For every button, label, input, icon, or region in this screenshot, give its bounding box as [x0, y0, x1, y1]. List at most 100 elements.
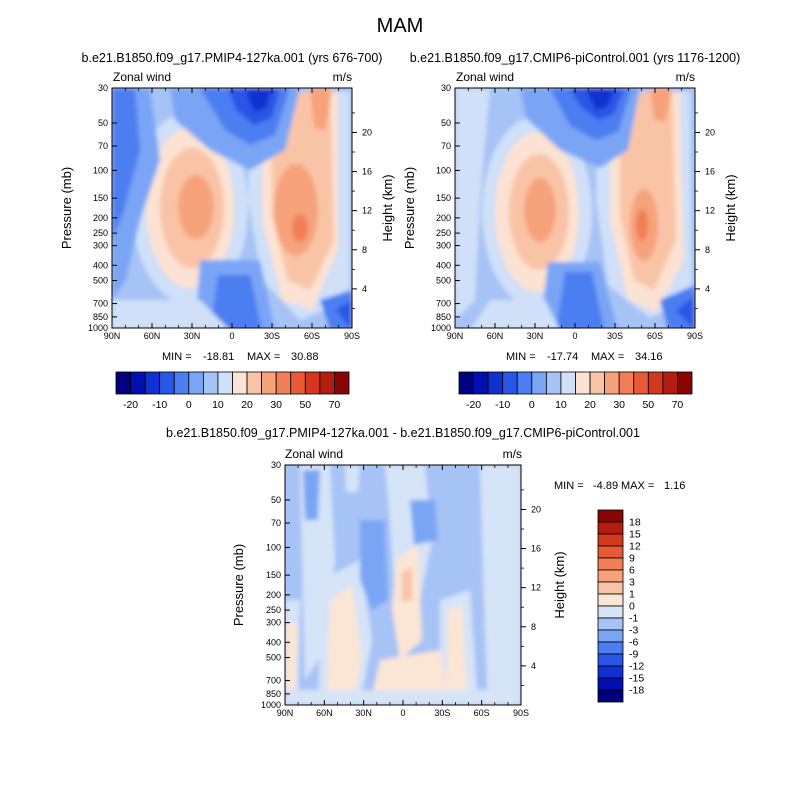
colorbar-label: 18 [629, 517, 641, 529]
panel-difference-y2label: Height (km) [552, 551, 567, 618]
colorbar-box [597, 665, 624, 679]
x-tick-label: 30N [184, 331, 201, 341]
y2-tick-label: 8 [362, 245, 367, 255]
y2-tick-label: 16 [705, 167, 715, 177]
colorbar-label: -9 [629, 649, 638, 661]
colorbar-label: 30 [613, 399, 625, 411]
colorbar-box [560, 371, 576, 395]
panel-difference-stats: MIN = -4.89 MAX = 1.16 [554, 480, 685, 492]
x-tick-label: 30S [607, 331, 623, 341]
panel-right-min-value: -17.74 [547, 351, 578, 363]
panel-right-variable-label: Zonal wind [456, 70, 514, 84]
y-tick-label: 850 [436, 312, 451, 322]
colorbar-label: 1 [629, 589, 635, 601]
colorbar-box [458, 371, 474, 395]
y-tick-label: 400 [93, 260, 108, 270]
panel-left-max-value: 30.88 [291, 351, 319, 363]
panel-difference-min-value: -4.89 [593, 480, 618, 492]
colorbar-label: 70 [672, 399, 684, 411]
colorbar-label: 0 [629, 601, 635, 613]
panel-difference-ylabel: Pressure (mb) [231, 544, 246, 626]
colorbar-box [334, 371, 350, 395]
colorbar-box [597, 605, 624, 619]
colorbar-label: -6 [629, 637, 638, 649]
colorbar-box [597, 677, 624, 691]
y2-tick-label: 12 [531, 583, 541, 593]
panel-left-y2label: Height (km) [380, 174, 395, 241]
panel-left-colorbar: -20 -10 0 10 20 30 50 70 [115, 371, 350, 411]
y-tick-label: 70 [441, 141, 451, 151]
x-tick-label: 30N [527, 331, 544, 341]
y2-tick-label: 16 [362, 167, 372, 177]
y-tick-label: 100 [266, 542, 281, 552]
colorbar-box [545, 371, 562, 395]
colorbar-label: -10 [495, 399, 510, 411]
y-tick-label: 300 [266, 618, 281, 628]
panel-right-field [455, 88, 695, 328]
y-tick-label: 200 [436, 213, 451, 223]
y-tick-label: 250 [436, 228, 451, 238]
y-tick-label: 300 [93, 241, 108, 251]
colorbar-box [597, 521, 624, 535]
panel-right-units-label: m/s [676, 70, 695, 84]
colorbar-box [597, 533, 624, 547]
colorbar-box [597, 653, 624, 667]
colorbar-box [597, 545, 624, 559]
colorbar-box [473, 371, 489, 395]
panel-right-title: b.e21.B1850.f09_g17.CMIP6-piControl.001 … [410, 51, 741, 65]
x-tick-label: 60N [144, 331, 161, 341]
y2-tick-label: 12 [705, 206, 715, 216]
x-tick-label: 90N [104, 331, 121, 341]
y2-tick-label: 4 [362, 284, 367, 294]
x-tick-label: 30S [434, 708, 450, 718]
colorbar-box [290, 371, 306, 395]
colorbar-box [487, 371, 504, 395]
colorbar-label: 3 [629, 577, 635, 589]
colorbar-label: 70 [329, 399, 341, 411]
colorbar-box [531, 371, 547, 395]
colorbar-label: -12 [629, 661, 644, 673]
y-tick-label: 150 [436, 193, 451, 203]
colorbar-box [677, 371, 693, 395]
y-tick-label: 1000 [261, 700, 281, 710]
x-tick-label: 60N [487, 331, 504, 341]
y-tick-label: 400 [266, 637, 281, 647]
colorbar-label: 10 [555, 399, 567, 411]
colorbar-box [130, 371, 146, 395]
y-tick-label: 250 [266, 605, 281, 615]
panel-right-y2label: Height (km) [723, 174, 738, 241]
y2-tick-label: 20 [531, 504, 541, 514]
y-tick-label: 50 [98, 118, 108, 128]
panel-left-variable-label: Zonal wind [113, 70, 171, 84]
panel-difference: b.e21.B1850.f09_g17.PMIP4-127ka.001 - b.… [166, 426, 685, 718]
y-tick-label: 250 [93, 228, 108, 238]
panel-left-max-label: MAX = [247, 351, 280, 363]
y2-tick-label: 16 [531, 544, 541, 554]
panel-difference-max-label: MAX = [621, 480, 654, 492]
panel-right-axes: 90N 60N 30N 0 30S 60S 90S 30 50 70 100 150 200 250 300… [431, 83, 715, 341]
panel-right-min-label: MIN = [506, 351, 536, 363]
y-tick-label: 100 [436, 165, 451, 175]
colorbar-label: 6 [629, 565, 635, 577]
colorbar-box [597, 617, 624, 631]
y-tick-label: 700 [266, 676, 281, 686]
colorbar-box [662, 371, 678, 395]
colorbar-box [232, 371, 248, 395]
y-tick-label: 1000 [431, 323, 451, 333]
colorbar-label: -20 [123, 399, 138, 411]
x-tick-label: 60S [304, 331, 320, 341]
colorbar-box [597, 509, 624, 523]
y2-tick-label: 20 [705, 127, 715, 137]
x-tick-label: 90S [513, 708, 529, 718]
colorbar-box [246, 371, 263, 395]
colorbar-box [597, 641, 624, 655]
y2-tick-label: 8 [705, 245, 710, 255]
colorbar-label: 50 [299, 399, 311, 411]
panel-left-field [112, 88, 352, 328]
colorbar-box [188, 371, 204, 395]
colorbar-box [319, 371, 335, 395]
colorbar-label: 20 [584, 399, 596, 411]
colorbar-label: 50 [642, 399, 654, 411]
panel-left-stats: MIN = -18.81 MAX = 30.88 [162, 351, 319, 363]
